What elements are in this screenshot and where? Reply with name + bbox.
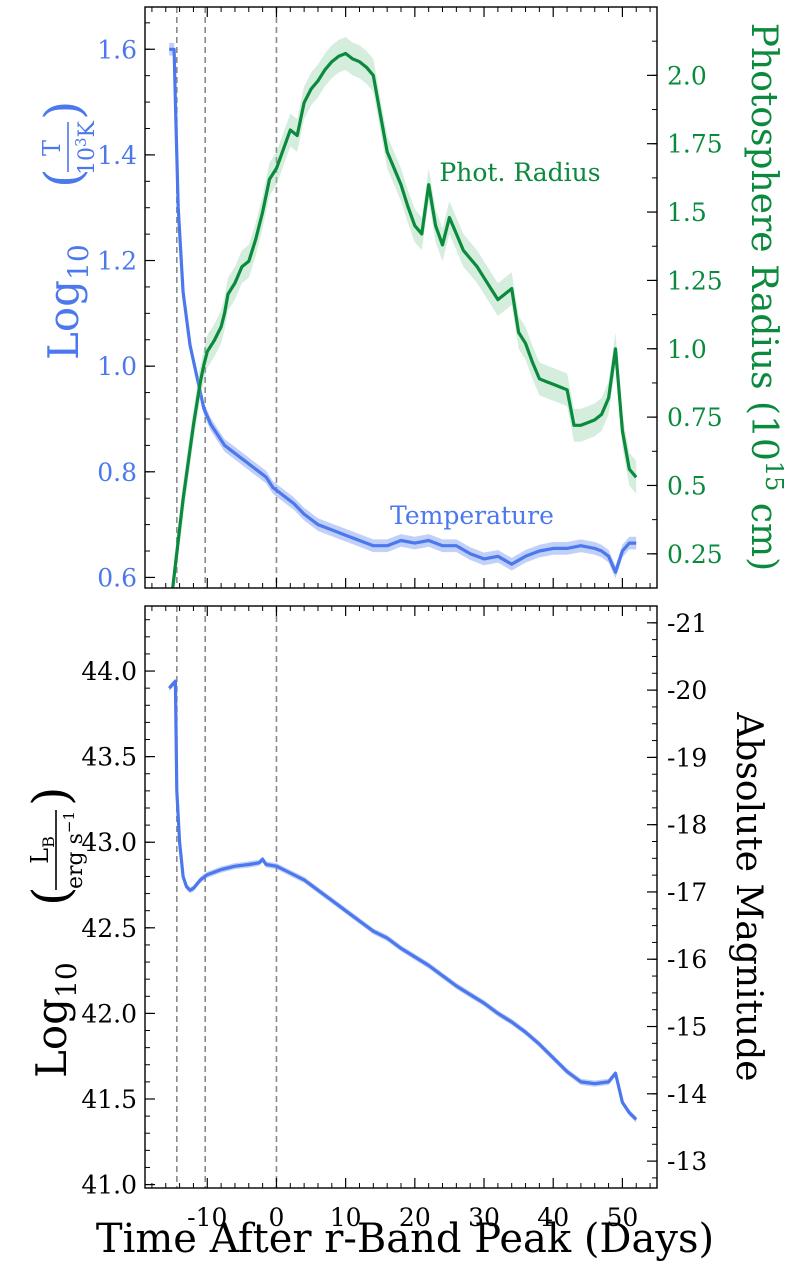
right-axis-label: Photosphere Radius (1015 cm) <box>743 23 788 571</box>
label-log-sub: 10 <box>62 244 95 280</box>
label-den-sup: 3 <box>72 137 90 147</box>
label-den-sup: −1 <box>60 811 78 833</box>
right-tick-label: -20 <box>667 676 707 705</box>
label-num: T <box>38 140 66 156</box>
right-tick-label: 0.75 <box>667 403 723 432</box>
label-radius-unit: cm) <box>743 491 784 571</box>
label-den: erg s−1 <box>60 811 88 889</box>
left-tick-label: 0.6 <box>97 563 137 592</box>
right-tick-label: -16 <box>667 945 707 974</box>
plot-area <box>168 606 638 1188</box>
left-tick-label: 41.5 <box>81 1085 137 1114</box>
right-tick-label: 0.5 <box>667 471 707 500</box>
label-radius-base: Photosphere Radius (10 <box>743 23 784 461</box>
bottom-panel: 41.0 41.5 42.0 42.5 43.0 43.5 44.0 -13 -14 -15 -16… <box>22 605 769 1232</box>
label-paren-close: ) <box>34 100 92 120</box>
label-paren-close: ) <box>22 786 80 806</box>
series-line-0 <box>168 679 638 1121</box>
right-tick-label: 0.25 <box>667 540 723 569</box>
right-tick-label: 1.5 <box>667 198 707 227</box>
plot-area <box>169 7 638 588</box>
right-tick-label: -18 <box>667 811 707 840</box>
left-tick-label: 44.0 <box>81 657 137 686</box>
left-tick-label: 41.0 <box>81 1171 137 1200</box>
top-panel: 0.6 0.8 1.0 1.2 1.4 1.6 0.25 0.5 0.75 1.0 1.25 1.5 1… <box>34 6 788 592</box>
label-paren-open: ( <box>34 168 92 188</box>
label-paren-open: ( <box>22 886 80 906</box>
x-tick-label: -10 <box>187 1203 227 1232</box>
label-log: Log <box>39 280 88 360</box>
left-tick-label: 1.4 <box>97 141 137 170</box>
right-tick-label: -15 <box>667 1013 707 1042</box>
right-tick-label: -19 <box>667 743 707 772</box>
phot-radius-label: Phot. Radius <box>439 158 600 187</box>
left-axis-label: Log10(T 103K) <box>34 100 100 360</box>
right-tick-label: 1.75 <box>667 130 723 159</box>
series-band-0 <box>169 678 637 1123</box>
left-tick-label: 42.5 <box>81 914 137 943</box>
left-axis-label-log: Log10 <box>27 962 83 1078</box>
right-axis-label-bottom: Absolute Magnitude <box>728 711 769 1081</box>
left-tick-label: 43.5 <box>81 743 137 772</box>
left-tick-label: 1.0 <box>97 352 137 381</box>
series-line-0 <box>169 47 637 574</box>
right-tick-label: 1.25 <box>667 266 723 295</box>
right-tick-label: -17 <box>667 878 707 907</box>
x-tick-label: 30 <box>468 1203 500 1232</box>
left-axis-label-bottom: Log10 ( LB erg s−1) <box>22 786 88 1078</box>
left-tick-label: 43.0 <box>81 828 137 857</box>
left-axis-label-log: Log10 <box>39 244 95 360</box>
x-tick-label: 50 <box>606 1203 638 1232</box>
label-den: 103K <box>72 120 100 175</box>
label-log-sub: 10 <box>50 962 83 998</box>
label-log: Log <box>27 998 76 1078</box>
plot-frame <box>144 605 658 1189</box>
right-tick-label: -21 <box>667 609 707 638</box>
label-num-base: L <box>26 848 54 864</box>
left-tick-label: 42.0 <box>81 999 137 1028</box>
right-axis-label-text: Absolute Magnitude <box>728 711 769 1081</box>
temperature-label: Temperature <box>390 501 554 530</box>
series-band-0 <box>169 42 637 579</box>
left-tick-label: 1.6 <box>97 35 137 64</box>
x-tick-label: 40 <box>537 1203 569 1232</box>
x-tick-label: 20 <box>399 1203 431 1232</box>
series-line-1 <box>171 51 638 588</box>
right-tick-label: -13 <box>667 1147 707 1176</box>
x-tick-label: 0 <box>269 1203 285 1232</box>
x-axis-label: Time After r-Band Peak (Days) <box>96 1216 714 1262</box>
label-num: LB <box>26 836 58 864</box>
left-tick-label: 0.8 <box>97 458 137 487</box>
label-den-unit: K <box>75 120 100 137</box>
label-den-base: erg s <box>63 833 88 889</box>
right-tick-label: 2.0 <box>667 61 707 90</box>
right-axis-label-text: Photosphere Radius (1015 cm) <box>743 23 788 571</box>
label-radius-sup: 15 <box>760 461 788 492</box>
label-den-base: 10 <box>75 147 100 175</box>
right-tick-label: -14 <box>667 1080 707 1109</box>
left-tick-label: 1.2 <box>97 247 137 276</box>
label-num-sub: B <box>39 836 58 848</box>
right-tick-label: 1.0 <box>667 335 707 364</box>
x-tick-label: 10 <box>330 1203 362 1232</box>
